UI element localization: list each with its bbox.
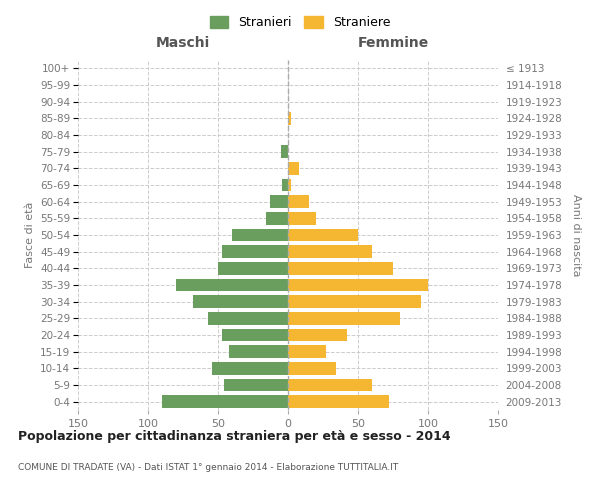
Bar bbox=[288, 296, 421, 308]
Bar bbox=[288, 379, 372, 391]
Bar bbox=[288, 162, 299, 174]
Y-axis label: Fasce di età: Fasce di età bbox=[25, 202, 35, 268]
Bar bbox=[270, 196, 288, 208]
Bar bbox=[218, 262, 288, 274]
Bar bbox=[176, 279, 288, 291]
Bar bbox=[193, 296, 288, 308]
Bar bbox=[288, 396, 389, 408]
Bar bbox=[212, 362, 288, 374]
Bar bbox=[162, 396, 288, 408]
Bar bbox=[288, 246, 372, 258]
Bar bbox=[266, 212, 288, 224]
Bar bbox=[229, 346, 288, 358]
Bar bbox=[288, 329, 347, 341]
Legend: Stranieri, Straniere: Stranieri, Straniere bbox=[205, 11, 395, 34]
Bar bbox=[288, 229, 358, 241]
Bar bbox=[288, 112, 291, 124]
Bar bbox=[288, 212, 316, 224]
Bar bbox=[288, 262, 393, 274]
Text: COMUNE DI TRADATE (VA) - Dati ISTAT 1° gennaio 2014 - Elaborazione TUTTITALIA.IT: COMUNE DI TRADATE (VA) - Dati ISTAT 1° g… bbox=[18, 463, 398, 472]
Bar bbox=[288, 179, 291, 192]
Bar bbox=[232, 229, 288, 241]
Bar bbox=[288, 362, 335, 374]
Bar bbox=[288, 346, 326, 358]
Bar bbox=[281, 146, 288, 158]
Bar bbox=[288, 312, 400, 324]
Bar bbox=[283, 179, 288, 192]
Bar bbox=[288, 196, 309, 208]
Text: Popolazione per cittadinanza straniera per età e sesso - 2014: Popolazione per cittadinanza straniera p… bbox=[18, 430, 451, 443]
Bar bbox=[222, 246, 288, 258]
Bar bbox=[288, 279, 428, 291]
Bar bbox=[222, 329, 288, 341]
Bar bbox=[224, 379, 288, 391]
Y-axis label: Anni di nascita: Anni di nascita bbox=[571, 194, 581, 276]
Bar bbox=[208, 312, 288, 324]
